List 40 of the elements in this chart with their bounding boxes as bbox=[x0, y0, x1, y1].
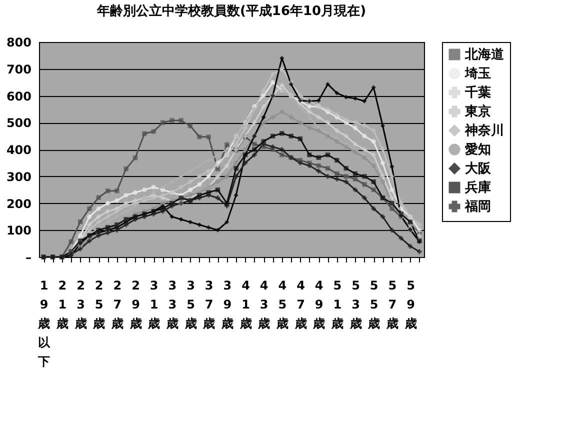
y-tick-label: 100 bbox=[6, 224, 32, 238]
x-tick-label: 43歳 bbox=[257, 278, 270, 330]
x-tick-label: 21歳 bbox=[55, 278, 68, 330]
x-tick-label: 37歳 bbox=[202, 278, 216, 330]
x-tick-label: 27歳 bbox=[110, 278, 124, 330]
x-tick-label: 23歳 bbox=[74, 278, 87, 330]
x-tick-label: 41歳 bbox=[238, 278, 252, 330]
y-tick-label: 400 bbox=[6, 143, 32, 157]
x-tick-label: 45歳 bbox=[275, 278, 288, 330]
y-tick-label: 700 bbox=[6, 62, 32, 76]
chart-title: 年齢別公立中学校教員数(平成16年10月現在) bbox=[96, 3, 366, 19]
x-tick-label: 57歳 bbox=[385, 278, 398, 330]
legend-label: 兵庫 bbox=[464, 180, 491, 196]
x-tick-label: 39歳 bbox=[220, 278, 234, 330]
legend-label: 愛知 bbox=[465, 142, 491, 158]
y-tick-label: 600 bbox=[6, 89, 32, 104]
x-tick-label: 35歳 bbox=[184, 278, 197, 330]
y-tick-label: 500 bbox=[6, 116, 32, 130]
legend-label: 千葉 bbox=[464, 84, 491, 100]
x-tick-label: 33歳 bbox=[165, 278, 178, 330]
x-tick-label: 31歳 bbox=[147, 278, 160, 330]
x-tick-label: 49歳 bbox=[312, 278, 326, 330]
x-tick-label: 53歳 bbox=[348, 278, 362, 330]
legend-label: 大阪 bbox=[465, 162, 492, 176]
y-tick-label: 800 bbox=[6, 36, 32, 50]
x-tick-label: 51歳 bbox=[330, 278, 344, 330]
y-tick-label: 300 bbox=[6, 170, 32, 184]
x-tick-label: 29歳 bbox=[128, 278, 142, 330]
legend-label: 福岡 bbox=[464, 198, 491, 214]
legend-label: 神奈川 bbox=[464, 122, 504, 138]
x-tick-label: 59歳 bbox=[404, 278, 417, 330]
x-tick-label: 19歳以下 bbox=[37, 278, 52, 368]
legend-label: 埼玉 bbox=[464, 66, 491, 82]
y-tick-label: – bbox=[26, 250, 32, 264]
x-tick-label: 55歳 bbox=[367, 278, 380, 330]
legend-label: 北海道 bbox=[464, 48, 505, 62]
legend-label: 東京 bbox=[464, 104, 491, 120]
x-tick-label: 47歳 bbox=[294, 278, 307, 330]
x-tick-label: 25歳 bbox=[92, 278, 106, 330]
y-tick-label: 200 bbox=[6, 196, 32, 211]
